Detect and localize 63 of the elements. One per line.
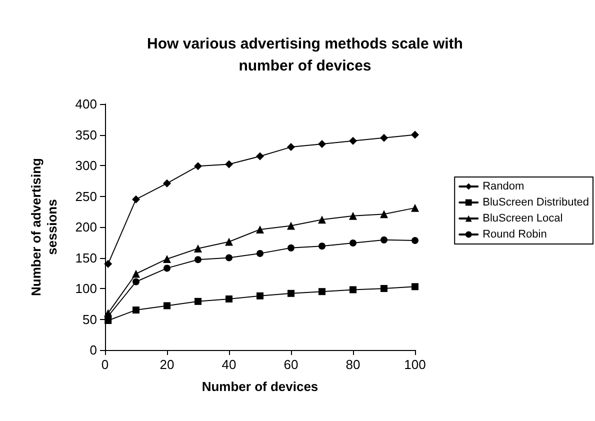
x-tick-label: 0 xyxy=(101,357,109,372)
point xyxy=(194,244,202,253)
point xyxy=(350,286,356,294)
x-tick-label: 20 xyxy=(160,357,174,372)
y-tick-label: 300 xyxy=(75,158,97,173)
point xyxy=(226,295,232,302)
point xyxy=(104,260,112,268)
legend-label: BluScreen Local xyxy=(482,212,563,224)
point xyxy=(380,134,388,142)
y-tick-label: 350 xyxy=(75,127,97,142)
point xyxy=(318,140,326,148)
point xyxy=(318,242,326,250)
x-tick-label: 80 xyxy=(346,357,360,372)
point xyxy=(287,143,295,152)
point xyxy=(318,216,326,224)
y-tick-label: 50 xyxy=(82,312,97,327)
point xyxy=(256,292,264,300)
point xyxy=(411,130,419,139)
point xyxy=(349,136,357,145)
point xyxy=(194,162,202,170)
point xyxy=(256,152,264,160)
point xyxy=(226,254,232,262)
point xyxy=(256,225,264,234)
x-tick-label: 100 xyxy=(404,357,426,372)
point xyxy=(132,195,140,204)
y-tick-label: 0 xyxy=(90,342,97,358)
y-tick-label: 200 xyxy=(75,220,97,234)
y-axis-title: Number of advertising sessions xyxy=(28,158,60,296)
y-tick-label: 250 xyxy=(75,188,97,204)
point xyxy=(256,250,264,257)
point xyxy=(132,270,140,278)
y-tick-label: 400 xyxy=(75,96,97,112)
point xyxy=(349,212,357,220)
point xyxy=(164,264,170,272)
point xyxy=(380,236,388,244)
point xyxy=(163,254,171,263)
point xyxy=(225,160,233,168)
point xyxy=(288,290,294,297)
point xyxy=(164,302,170,310)
point xyxy=(194,256,202,264)
point xyxy=(288,244,294,252)
point xyxy=(287,222,295,230)
x-axis-title: Number of devices xyxy=(202,379,318,394)
point xyxy=(350,239,356,246)
legend-label: Round Robin xyxy=(482,228,547,240)
x-tick-label: 60 xyxy=(284,357,298,372)
point xyxy=(194,298,202,305)
legend-label: BluScreen Distributed xyxy=(482,196,590,208)
point xyxy=(318,288,326,296)
point xyxy=(412,283,418,290)
legend-label: Random xyxy=(482,180,524,192)
point xyxy=(132,278,140,286)
point xyxy=(380,285,388,292)
point xyxy=(412,237,418,244)
point xyxy=(163,179,171,188)
point xyxy=(411,204,419,212)
chart-title: How various advertising methods scale with number of devices xyxy=(147,36,463,74)
y-tick-label: 100 xyxy=(75,281,97,296)
y-tick-label: 150 xyxy=(75,250,97,266)
point xyxy=(380,210,388,218)
point xyxy=(225,238,233,246)
point xyxy=(132,306,140,314)
x-tick-label: 40 xyxy=(222,357,236,372)
